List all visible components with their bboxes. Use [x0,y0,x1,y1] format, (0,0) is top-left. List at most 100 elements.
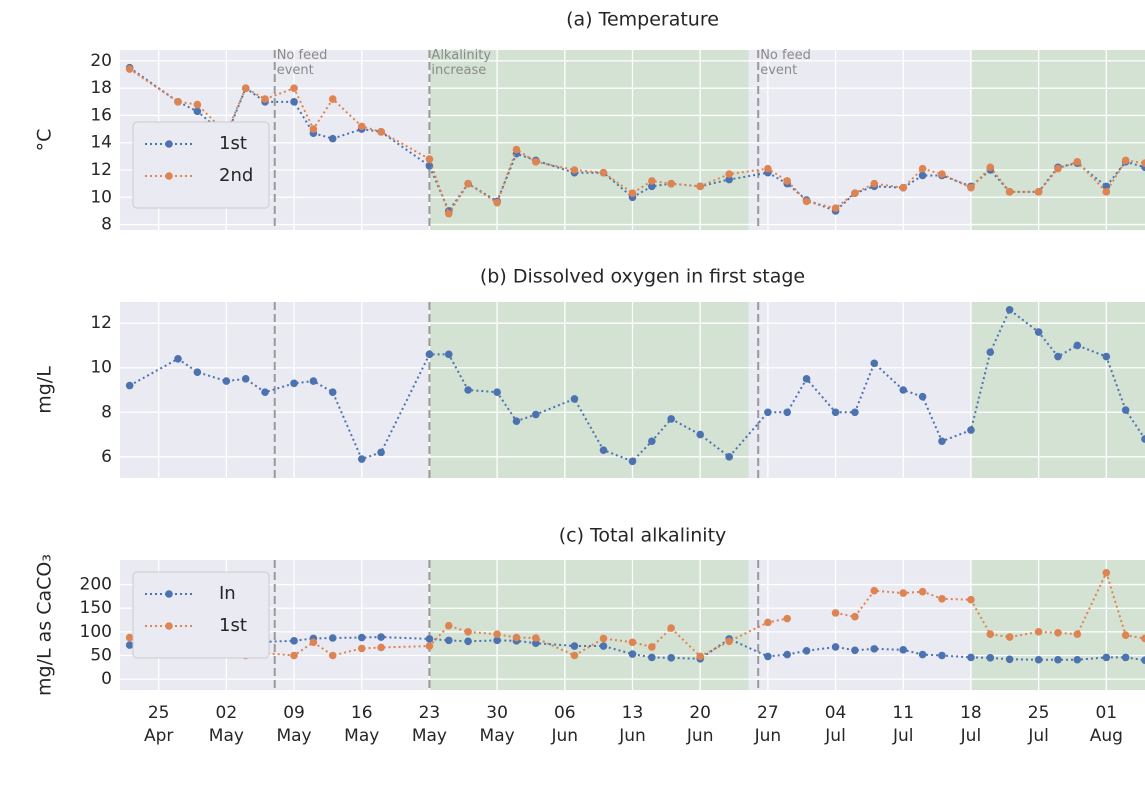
x-tick-label: 20 Jun [686,703,714,746]
data-point [628,638,637,647]
data-point [938,594,946,603]
data-point [802,375,811,383]
data-point [532,410,540,419]
y-tick-label: 100 [80,622,112,642]
data-point [1034,655,1043,664]
data-point [851,189,859,197]
y-tick-label: 16 [90,105,112,125]
data-point [1121,406,1130,414]
data-point [125,65,134,73]
data-point [967,426,975,434]
data-point [1141,634,1145,643]
data-point [444,636,453,645]
data-point [377,128,385,136]
data-point [1121,631,1130,639]
data-point [290,637,298,645]
y-axis-label: °C [34,129,56,152]
data-point [918,164,927,173]
data-point [725,637,733,646]
data-point [938,437,946,446]
data-point [1073,655,1082,664]
legend-marker [165,622,173,630]
data-point [899,386,908,394]
data-point [444,350,453,359]
data-point [725,170,733,178]
data-point [512,145,521,154]
data-point [1005,655,1014,664]
shaded-span [429,560,749,690]
data-point [599,168,608,177]
data-point [1141,435,1145,443]
data-point [696,182,704,191]
legend-marker [165,172,173,180]
data-point [802,646,811,655]
data-point [1054,164,1062,173]
data-point [967,653,975,662]
x-tick-label: 30 May [479,703,515,746]
data-point [1034,628,1043,636]
data-point [512,633,521,642]
data-point [261,95,269,103]
data-point [1073,630,1082,639]
y-tick-label: 150 [80,598,112,618]
legend-label: In [219,583,236,604]
data-point [831,408,840,417]
data-point [464,386,472,394]
data-point [1121,653,1130,662]
data-point [1141,656,1145,665]
data-point [309,377,318,385]
legend-box [132,571,270,659]
data-point [599,634,608,643]
data-point [831,643,840,651]
data-point [493,388,501,397]
data-point [899,183,908,192]
x-tick-label: 27 Jun [754,703,782,746]
data-point [193,107,202,116]
data-point [851,646,859,655]
data-point [1141,159,1145,167]
data-point [725,453,733,461]
data-point [357,455,366,463]
x-tick-label: 11 Jul [892,703,915,746]
data-point [425,162,434,170]
data-point [938,170,946,178]
data-point [357,633,366,642]
y-tick-label: 12 [90,313,112,333]
data-point [1034,328,1043,336]
data-point [918,587,927,596]
data-point [328,95,337,103]
data-point [125,641,134,649]
data-point [783,614,792,623]
data-point [667,179,675,188]
data-point [222,377,231,385]
data-point [1054,352,1062,361]
data-point [1073,158,1082,166]
series-line [129,308,1145,463]
data-point [870,645,879,653]
data-point [802,197,811,206]
data-point [696,430,704,439]
data-point [783,408,792,417]
shaded-span [429,302,749,478]
data-point [764,408,772,417]
data-point [309,125,318,133]
data-point [328,388,337,397]
data-point [241,375,250,383]
data-point [444,621,453,630]
data-point [241,84,250,92]
data-point [425,635,434,643]
data-point [1005,305,1014,314]
data-point [570,651,579,660]
x-tick-label: 18 Jul [960,703,982,746]
event-label: No feed event [760,48,811,78]
x-tick-label: 25 Jul [1027,703,1050,746]
data-point [938,651,946,660]
data-point [648,177,656,185]
data-point [851,408,859,417]
data-point [648,653,656,662]
data-point [512,417,521,425]
data-point [648,182,656,191]
data-point [125,633,134,642]
data-point [193,100,202,109]
data-point [174,355,182,363]
